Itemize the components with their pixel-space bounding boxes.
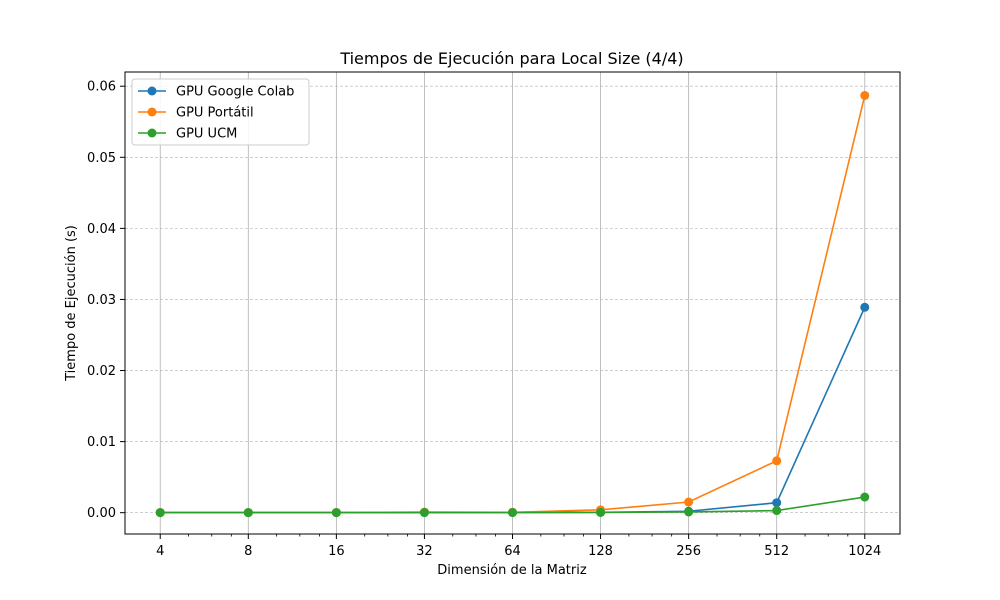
y-tick-label: 0.00 (87, 506, 116, 521)
data-point (772, 498, 782, 508)
data-point (772, 506, 782, 516)
y-tick-label: 0.06 (87, 80, 116, 95)
data-point (508, 508, 517, 518)
legend-marker (147, 128, 157, 138)
y-tick-label: 0.01 (87, 435, 116, 450)
y-axis: 0.00 0.01 0.02 0.03 0.04 0.05 0.06 (87, 80, 125, 521)
series-layer (155, 90, 870, 518)
x-axis-label: Dimensión de la Matriz (437, 563, 587, 578)
data-point (860, 492, 870, 502)
legend-entry: GPU UCM (138, 127, 237, 142)
y-tick-label: 0.03 (87, 293, 116, 308)
data-point (419, 508, 429, 518)
y-tick-label: 0.04 (87, 222, 116, 237)
data-point (860, 90, 870, 100)
x-tick-label: 16 (328, 544, 345, 559)
y-tick-label: 0.02 (87, 364, 116, 379)
y-tick-label: 0.05 (87, 151, 116, 166)
x-tick-label: 8 (244, 544, 252, 559)
legend-entry: GPU Portátil (138, 106, 254, 121)
series-2 (155, 492, 870, 518)
data-point (684, 497, 694, 507)
legend: GPU Google Colab GPU Portátil GPU UCM (131, 78, 310, 146)
legend-entry: GPU Google Colab (138, 85, 294, 100)
legend-label: GPU Google Colab (176, 85, 294, 100)
data-point (772, 456, 782, 466)
x-tick-label: 128 (588, 544, 613, 559)
data-point (331, 508, 341, 518)
x-tick-label: 256 (676, 544, 701, 559)
data-point (596, 507, 606, 517)
x-tick-label: 4 (156, 544, 164, 559)
x-tick-label: 64 (504, 544, 521, 559)
x-tick-label: 32 (416, 544, 433, 559)
data-point (243, 508, 253, 518)
x-tick-label: 1024 (848, 544, 881, 559)
data-point (860, 302, 870, 312)
chart-title: Tiempos de Ejecución para Local Size (4/… (339, 49, 683, 68)
legend-box (131, 78, 310, 146)
y-axis-label: Tiempo de Ejecución (s) (64, 225, 79, 382)
legend-marker (147, 107, 157, 117)
data-point (684, 507, 694, 517)
legend-label: GPU Portátil (176, 106, 254, 121)
legend-label: GPU UCM (176, 127, 237, 142)
x-tick-label: 512 (764, 544, 789, 559)
x-axis: 4 8 16 32 64 128 256 512 1024 (156, 534, 881, 559)
plot-area (124, 71, 901, 535)
legend-marker (147, 86, 157, 96)
data-point (155, 508, 165, 518)
